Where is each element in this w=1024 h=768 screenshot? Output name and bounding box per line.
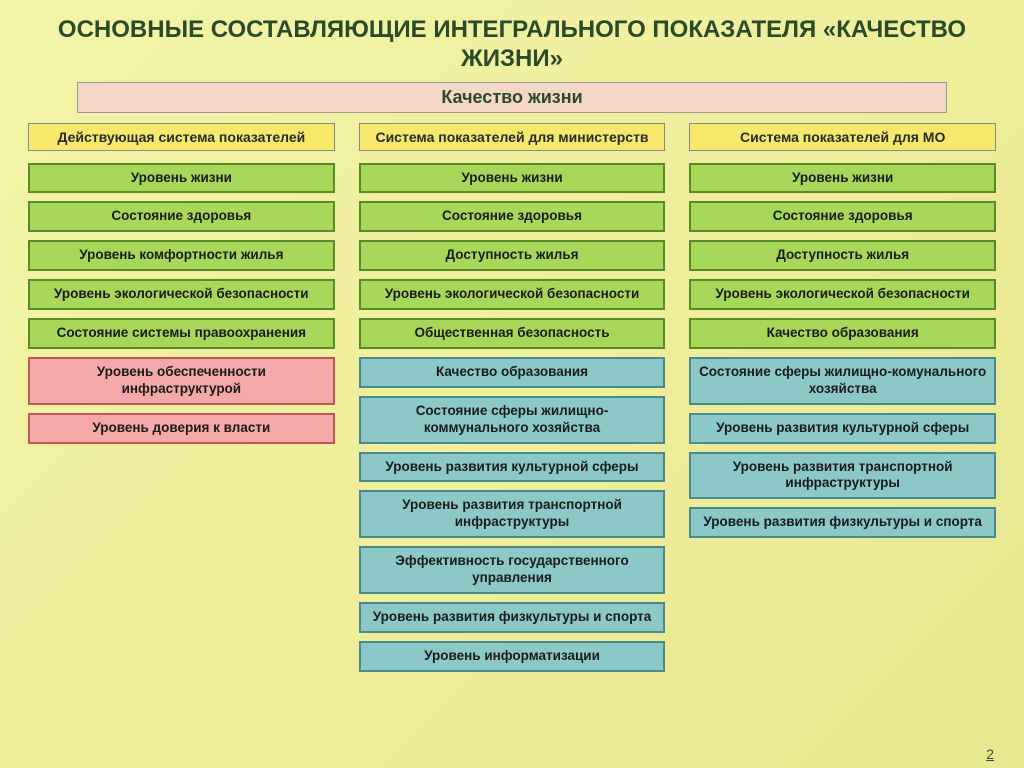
column-1: Система показателей для министерств Урове… (359, 123, 666, 672)
indicator-box: Уровень развития транспортной инфраструк… (689, 452, 996, 500)
indicator-box: Состояние здоровья (359, 201, 666, 232)
columns-container: Действующая система показателей Уровень ж… (28, 123, 996, 672)
page-number: 2 (986, 746, 994, 762)
indicator-box: Уровень жизни (28, 163, 335, 194)
indicator-box: Уровень информатизации (359, 641, 666, 672)
indicator-box: Уровень развития физкультуры и спорта (359, 602, 666, 633)
indicator-box: Доступность жилья (359, 240, 666, 271)
indicator-box: Уровень развития транспортной инфраструк… (359, 490, 666, 538)
indicator-box: Уровень жизни (689, 163, 996, 194)
indicator-box: Уровень развития физкультуры и спорта (689, 507, 996, 538)
indicator-box: Доступность жилья (689, 240, 996, 271)
indicator-box: Уровень жизни (359, 163, 666, 194)
main-title: Основные составляющие интегрального пока… (28, 16, 996, 74)
subtitle-bar: Качество жизни (77, 82, 947, 113)
indicator-box: Состояние здоровья (28, 201, 335, 232)
indicator-box: Состояние здоровья (689, 201, 996, 232)
indicator-box: Уровень экологической безопасности (689, 279, 996, 310)
indicator-box: Состояние сферы жилищно-коммунального хо… (359, 396, 666, 444)
indicator-box: Общественная безопасность (359, 318, 666, 349)
indicator-box: Качество образования (689, 318, 996, 349)
indicator-box: Уровень комфортности жилья (28, 240, 335, 271)
column-2: Система показателей для МО Уровень жизни С… (689, 123, 996, 672)
indicator-box: Уровень развития культурной сферы (689, 413, 996, 444)
indicator-box: Качество образования (359, 357, 666, 388)
column-header: Система показателей для МО (689, 123, 996, 151)
indicator-box: Уровень экологической безопасности (359, 279, 666, 310)
column-header: Система показателей для министерств (359, 123, 666, 151)
indicator-box: Состояние системы правоохранения (28, 318, 335, 349)
indicator-box: Уровень экологической безопасности (28, 279, 335, 310)
indicator-box: Состояние сферы жилищно-комунального хоз… (689, 357, 996, 405)
indicator-box: Уровень доверия к власти (28, 413, 335, 444)
column-header: Действующая система показателей (28, 123, 335, 151)
column-0: Действующая система показателей Уровень ж… (28, 123, 335, 672)
indicator-box: Уровень обеспеченности инфраструктурой (28, 357, 335, 405)
indicator-box: Уровень развития культурной сферы (359, 452, 666, 483)
indicator-box: Эффективность государственного управлени… (359, 546, 666, 594)
